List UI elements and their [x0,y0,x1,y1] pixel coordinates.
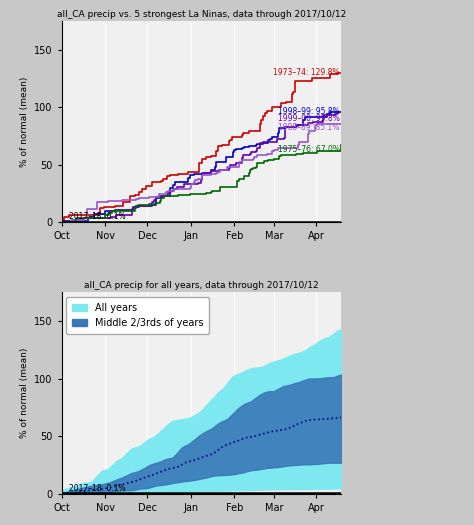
Title: all_CA precip vs. 5 strongest La Ninas, data through 2017/10/12: all_CA precip vs. 5 strongest La Ninas, … [57,10,346,19]
Text: 1988–89: 85.1%: 1988–89: 85.1% [279,123,340,132]
Text: 1998–99: 95.8%: 1998–99: 95.8% [278,107,340,116]
Y-axis label: % of normal (mean): % of normal (mean) [19,76,28,167]
Y-axis label: % of normal (mean): % of normal (mean) [19,348,28,438]
Text: 2017–18: 0.1%: 2017–18: 0.1% [69,213,125,222]
Title: all_CA precip for all years, data through 2017/10/12: all_CA precip for all years, data throug… [84,281,319,290]
Text: 1999–00: 95.8%: 1999–00: 95.8% [278,114,340,123]
Text: 1973–74: 129.8%: 1973–74: 129.8% [273,68,340,77]
Legend: All years, Middle 2/3rds of years: All years, Middle 2/3rds of years [66,297,209,334]
Text: 1975–76: 67.0%: 1975–76: 67.0% [278,145,340,154]
Text: 2017–18: 0.1%: 2017–18: 0.1% [69,484,125,493]
